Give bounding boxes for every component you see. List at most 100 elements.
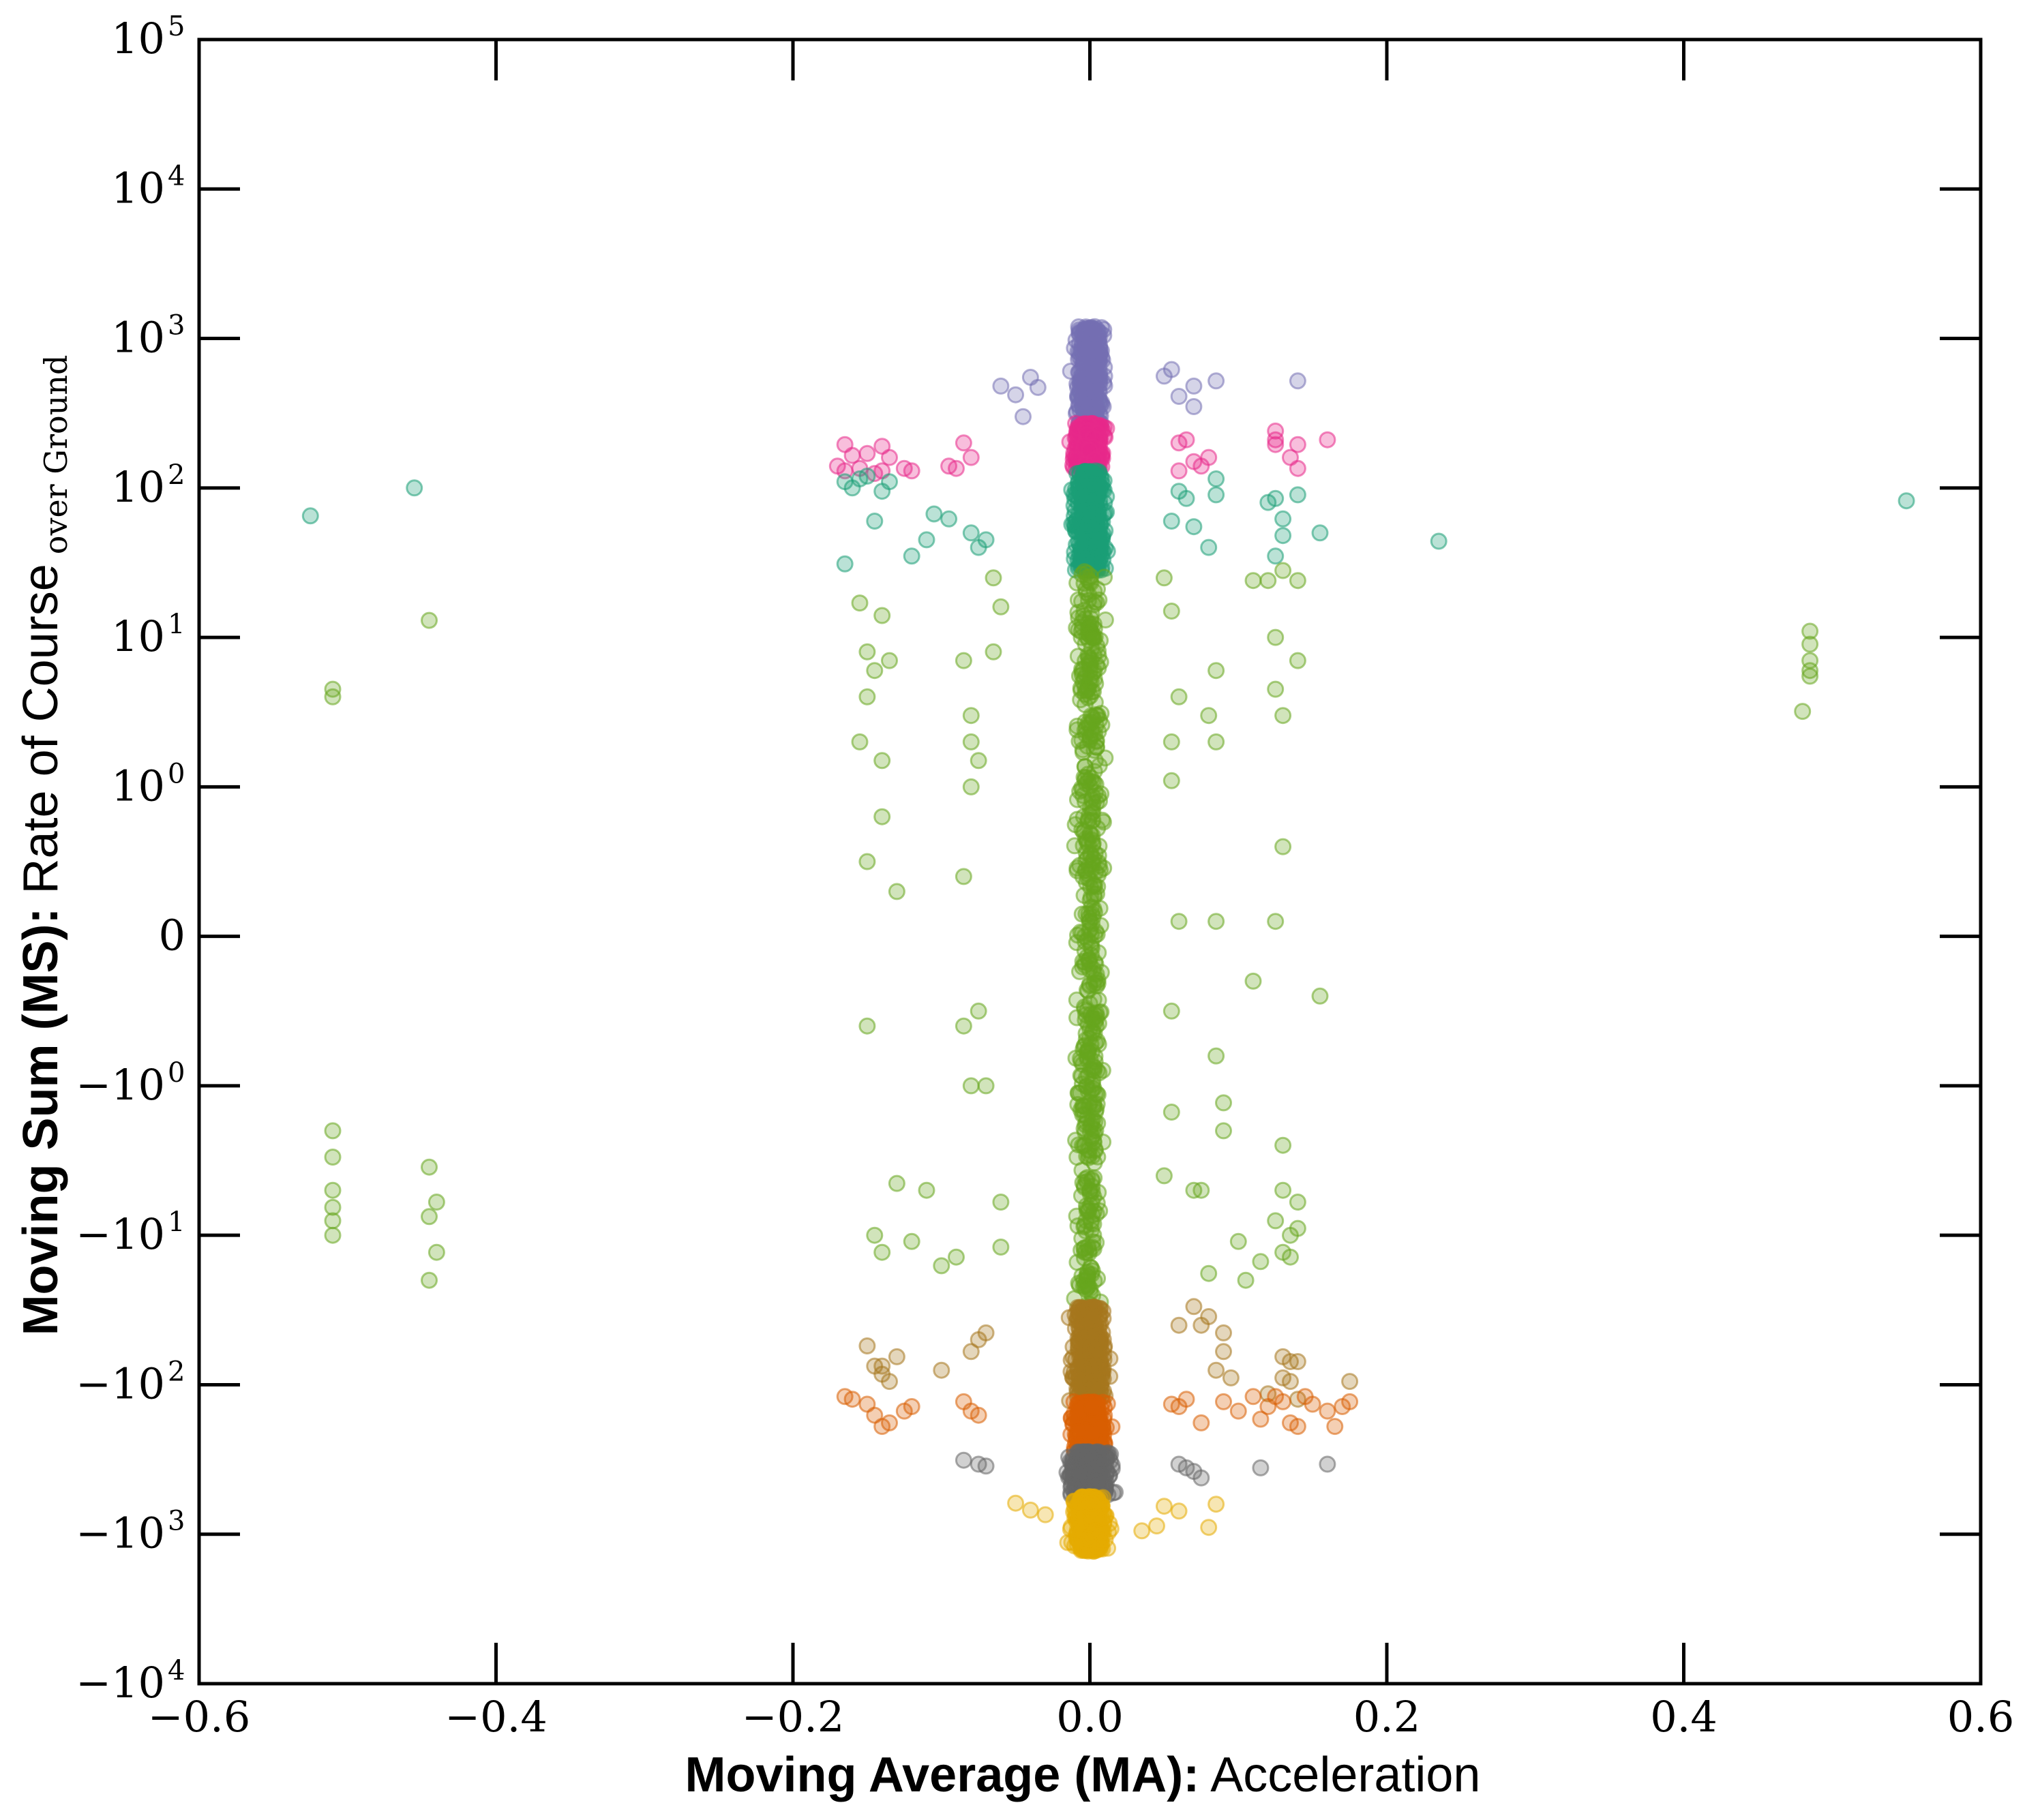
data-point [1289, 1418, 1306, 1436]
data-point [1170, 913, 1188, 930]
data-point [903, 1398, 920, 1415]
x-axis-label-rest: Acceleration [1199, 1748, 1480, 1802]
data-point [1244, 972, 1262, 990]
data-point [324, 1212, 342, 1230]
x-tick-label: −0.4 [445, 1692, 548, 1742]
data-point [1267, 489, 1285, 507]
data-point [1319, 1455, 1336, 1473]
data-point [1075, 1443, 1092, 1461]
data-point [1200, 1519, 1218, 1536]
data-point [903, 547, 920, 565]
data-point [1073, 566, 1091, 583]
y-tick-label: 10 [111, 313, 165, 363]
data-point [1289, 1219, 1306, 1237]
data-point [962, 1077, 980, 1095]
data-point [1015, 408, 1032, 425]
y-tick-label: 10 [111, 761, 165, 810]
y-tick-label-exponent: 5 [168, 11, 185, 42]
data-point [1070, 1461, 1088, 1479]
data-point [1068, 717, 1086, 735]
data-point [881, 473, 898, 491]
data-point [1252, 1459, 1270, 1476]
data-point [1215, 1393, 1232, 1410]
data-point [977, 1457, 995, 1475]
data-point [427, 1194, 445, 1211]
x-tick-label: 0.4 [1650, 1692, 1717, 1742]
data-point [881, 652, 898, 669]
data-point [1088, 1344, 1106, 1361]
y-tick-label-exponent: 2 [168, 1356, 185, 1387]
data-point [1090, 757, 1108, 774]
data-point [1274, 1393, 1292, 1410]
data-point [1086, 593, 1104, 611]
data-point [851, 733, 869, 750]
data-point [421, 1208, 438, 1226]
data-point [1081, 609, 1099, 627]
data-point [1208, 486, 1225, 504]
data-point [1267, 1212, 1285, 1230]
data-point [1074, 392, 1092, 410]
data-point [1208, 662, 1225, 680]
data-point [933, 1257, 950, 1275]
data-point [1089, 706, 1107, 724]
y-tick-label: −10 [76, 1658, 165, 1708]
data-point [1162, 1104, 1180, 1121]
data-point [1341, 1393, 1359, 1410]
data-point [1075, 1277, 1092, 1295]
y-tick-label: −10 [76, 1359, 165, 1408]
data-point [1289, 436, 1306, 453]
data-point [1289, 1353, 1306, 1370]
data-point [1074, 781, 1092, 799]
data-point [1222, 1369, 1240, 1386]
data-point [427, 1243, 445, 1261]
data-point [1244, 1388, 1262, 1406]
data-point [970, 752, 987, 770]
data-point [421, 611, 438, 629]
data-point [1801, 635, 1819, 653]
data-point [1289, 572, 1306, 590]
data-point [1289, 372, 1306, 390]
data-point [903, 1232, 920, 1250]
data-point [1085, 344, 1103, 362]
data-point [933, 1361, 950, 1379]
data-point [1208, 733, 1225, 750]
data-point [888, 883, 905, 900]
data-point [918, 1181, 935, 1199]
data-point [1274, 1181, 1292, 1199]
data-point [955, 1451, 972, 1469]
data-point [962, 733, 980, 750]
data-point [1083, 475, 1100, 493]
data-point [1208, 372, 1225, 390]
data-point [1259, 572, 1277, 590]
data-point [873, 808, 891, 825]
data-point [970, 1002, 987, 1020]
data-point [843, 1391, 861, 1408]
data-point [1162, 513, 1180, 530]
data-point [858, 444, 876, 462]
data-point [1080, 533, 1098, 551]
data-point [1274, 562, 1292, 579]
y-tick-label-exponent: 1 [168, 609, 185, 640]
data-point [977, 1324, 995, 1341]
data-point [858, 853, 876, 870]
data-point [1078, 1078, 1096, 1095]
y-tick-label: −10 [76, 1508, 165, 1558]
data-point [1185, 1298, 1203, 1316]
y-tick-label-exponent: 3 [168, 310, 185, 342]
data-point [873, 752, 891, 770]
data-point [1200, 449, 1218, 466]
data-point [873, 1243, 891, 1261]
data-point [421, 1158, 438, 1176]
data-point [324, 1122, 342, 1140]
data-point [962, 524, 980, 542]
data-point [1155, 1167, 1173, 1185]
data-point [1007, 386, 1025, 404]
data-point [858, 1017, 876, 1035]
data-point [992, 1194, 1010, 1211]
data-point [1029, 378, 1047, 396]
y-tick-label-exponent: 1 [168, 1207, 185, 1238]
data-point [858, 643, 876, 661]
data-point [836, 555, 854, 573]
data-point [955, 868, 972, 885]
data-point [858, 1337, 876, 1354]
